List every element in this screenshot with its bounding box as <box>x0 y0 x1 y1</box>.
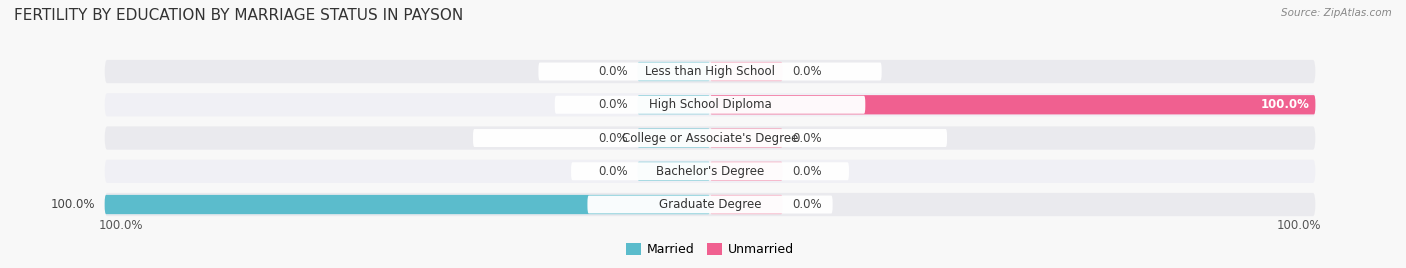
Text: 0.0%: 0.0% <box>792 198 821 211</box>
FancyBboxPatch shape <box>710 128 783 148</box>
Text: 100.0%: 100.0% <box>1277 219 1322 232</box>
Text: FERTILITY BY EDUCATION BY MARRIAGE STATUS IN PAYSON: FERTILITY BY EDUCATION BY MARRIAGE STATU… <box>14 8 464 23</box>
FancyBboxPatch shape <box>104 193 1316 216</box>
Text: 0.0%: 0.0% <box>599 165 628 178</box>
FancyBboxPatch shape <box>472 129 948 147</box>
Text: 0.0%: 0.0% <box>792 165 821 178</box>
Text: 100.0%: 100.0% <box>98 219 143 232</box>
Text: Less than High School: Less than High School <box>645 65 775 78</box>
Text: Bachelor's Degree: Bachelor's Degree <box>657 165 763 178</box>
FancyBboxPatch shape <box>104 160 1316 183</box>
FancyBboxPatch shape <box>710 195 783 214</box>
FancyBboxPatch shape <box>637 95 710 114</box>
FancyBboxPatch shape <box>555 96 865 114</box>
FancyBboxPatch shape <box>637 128 710 148</box>
FancyBboxPatch shape <box>637 162 710 181</box>
FancyBboxPatch shape <box>637 62 710 81</box>
FancyBboxPatch shape <box>710 162 783 181</box>
FancyBboxPatch shape <box>104 126 1316 150</box>
Text: 100.0%: 100.0% <box>51 198 96 211</box>
FancyBboxPatch shape <box>104 195 710 214</box>
Text: 0.0%: 0.0% <box>599 98 628 111</box>
Text: 100.0%: 100.0% <box>1260 98 1309 111</box>
FancyBboxPatch shape <box>588 196 832 214</box>
Text: 0.0%: 0.0% <box>599 65 628 78</box>
FancyBboxPatch shape <box>538 62 882 80</box>
Text: 0.0%: 0.0% <box>792 65 821 78</box>
Text: 0.0%: 0.0% <box>599 132 628 144</box>
FancyBboxPatch shape <box>710 62 783 81</box>
Text: 0.0%: 0.0% <box>792 132 821 144</box>
Text: High School Diploma: High School Diploma <box>648 98 772 111</box>
Legend: Married, Unmarried: Married, Unmarried <box>620 238 800 261</box>
FancyBboxPatch shape <box>710 95 1316 114</box>
FancyBboxPatch shape <box>571 162 849 180</box>
Text: College or Associate's Degree: College or Associate's Degree <box>621 132 799 144</box>
Text: Graduate Degree: Graduate Degree <box>659 198 761 211</box>
Text: Source: ZipAtlas.com: Source: ZipAtlas.com <box>1281 8 1392 18</box>
FancyBboxPatch shape <box>104 60 1316 83</box>
FancyBboxPatch shape <box>104 93 1316 116</box>
